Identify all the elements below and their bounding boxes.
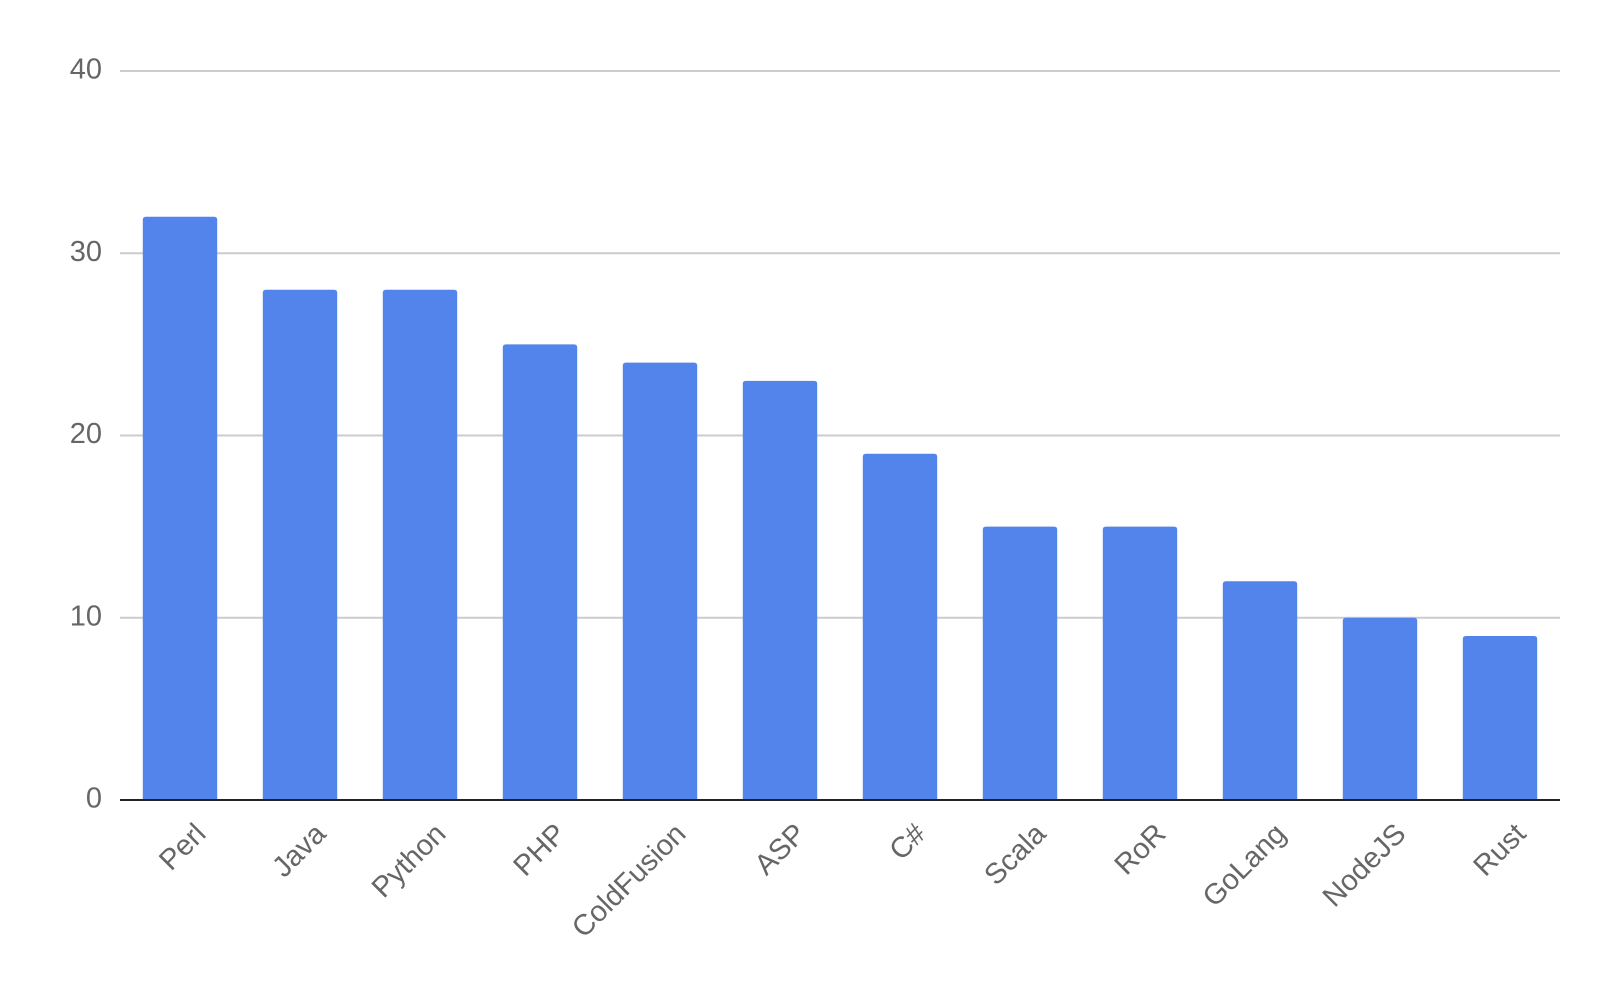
bar — [982, 526, 1058, 800]
x-tick-label: NodeJS — [1317, 818, 1413, 914]
bar — [862, 453, 938, 800]
y-tick-label: 40 — [70, 54, 102, 86]
y-tick-label: 20 — [70, 418, 102, 450]
x-tick-label: GoLang — [1197, 818, 1293, 914]
x-tick-label: Perl — [153, 818, 212, 877]
x-tick-label: Rust — [1468, 818, 1533, 883]
bar — [1222, 581, 1298, 800]
y-tick-label: 30 — [70, 236, 102, 268]
bar — [1342, 617, 1418, 800]
bar — [742, 380, 818, 800]
x-tick-label: C# — [884, 818, 933, 867]
x-tick-label: ColdFusion — [566, 818, 692, 944]
x-tick-label: RoR — [1109, 818, 1173, 882]
bar — [502, 344, 578, 800]
bar — [1102, 526, 1178, 800]
bar — [142, 216, 218, 801]
y-tick-label: 10 — [70, 600, 102, 632]
x-tick-label: Java — [266, 817, 333, 884]
x-tick-label: Scala — [978, 817, 1053, 892]
x-tick-label: ASP — [749, 818, 813, 882]
bar — [1462, 635, 1538, 800]
bar — [262, 289, 338, 800]
bar — [382, 289, 458, 800]
bar — [622, 362, 698, 800]
y-tick-label: 0 — [86, 783, 102, 815]
x-tick-label: Python — [366, 818, 452, 904]
x-tick-label: PHP — [508, 818, 573, 883]
